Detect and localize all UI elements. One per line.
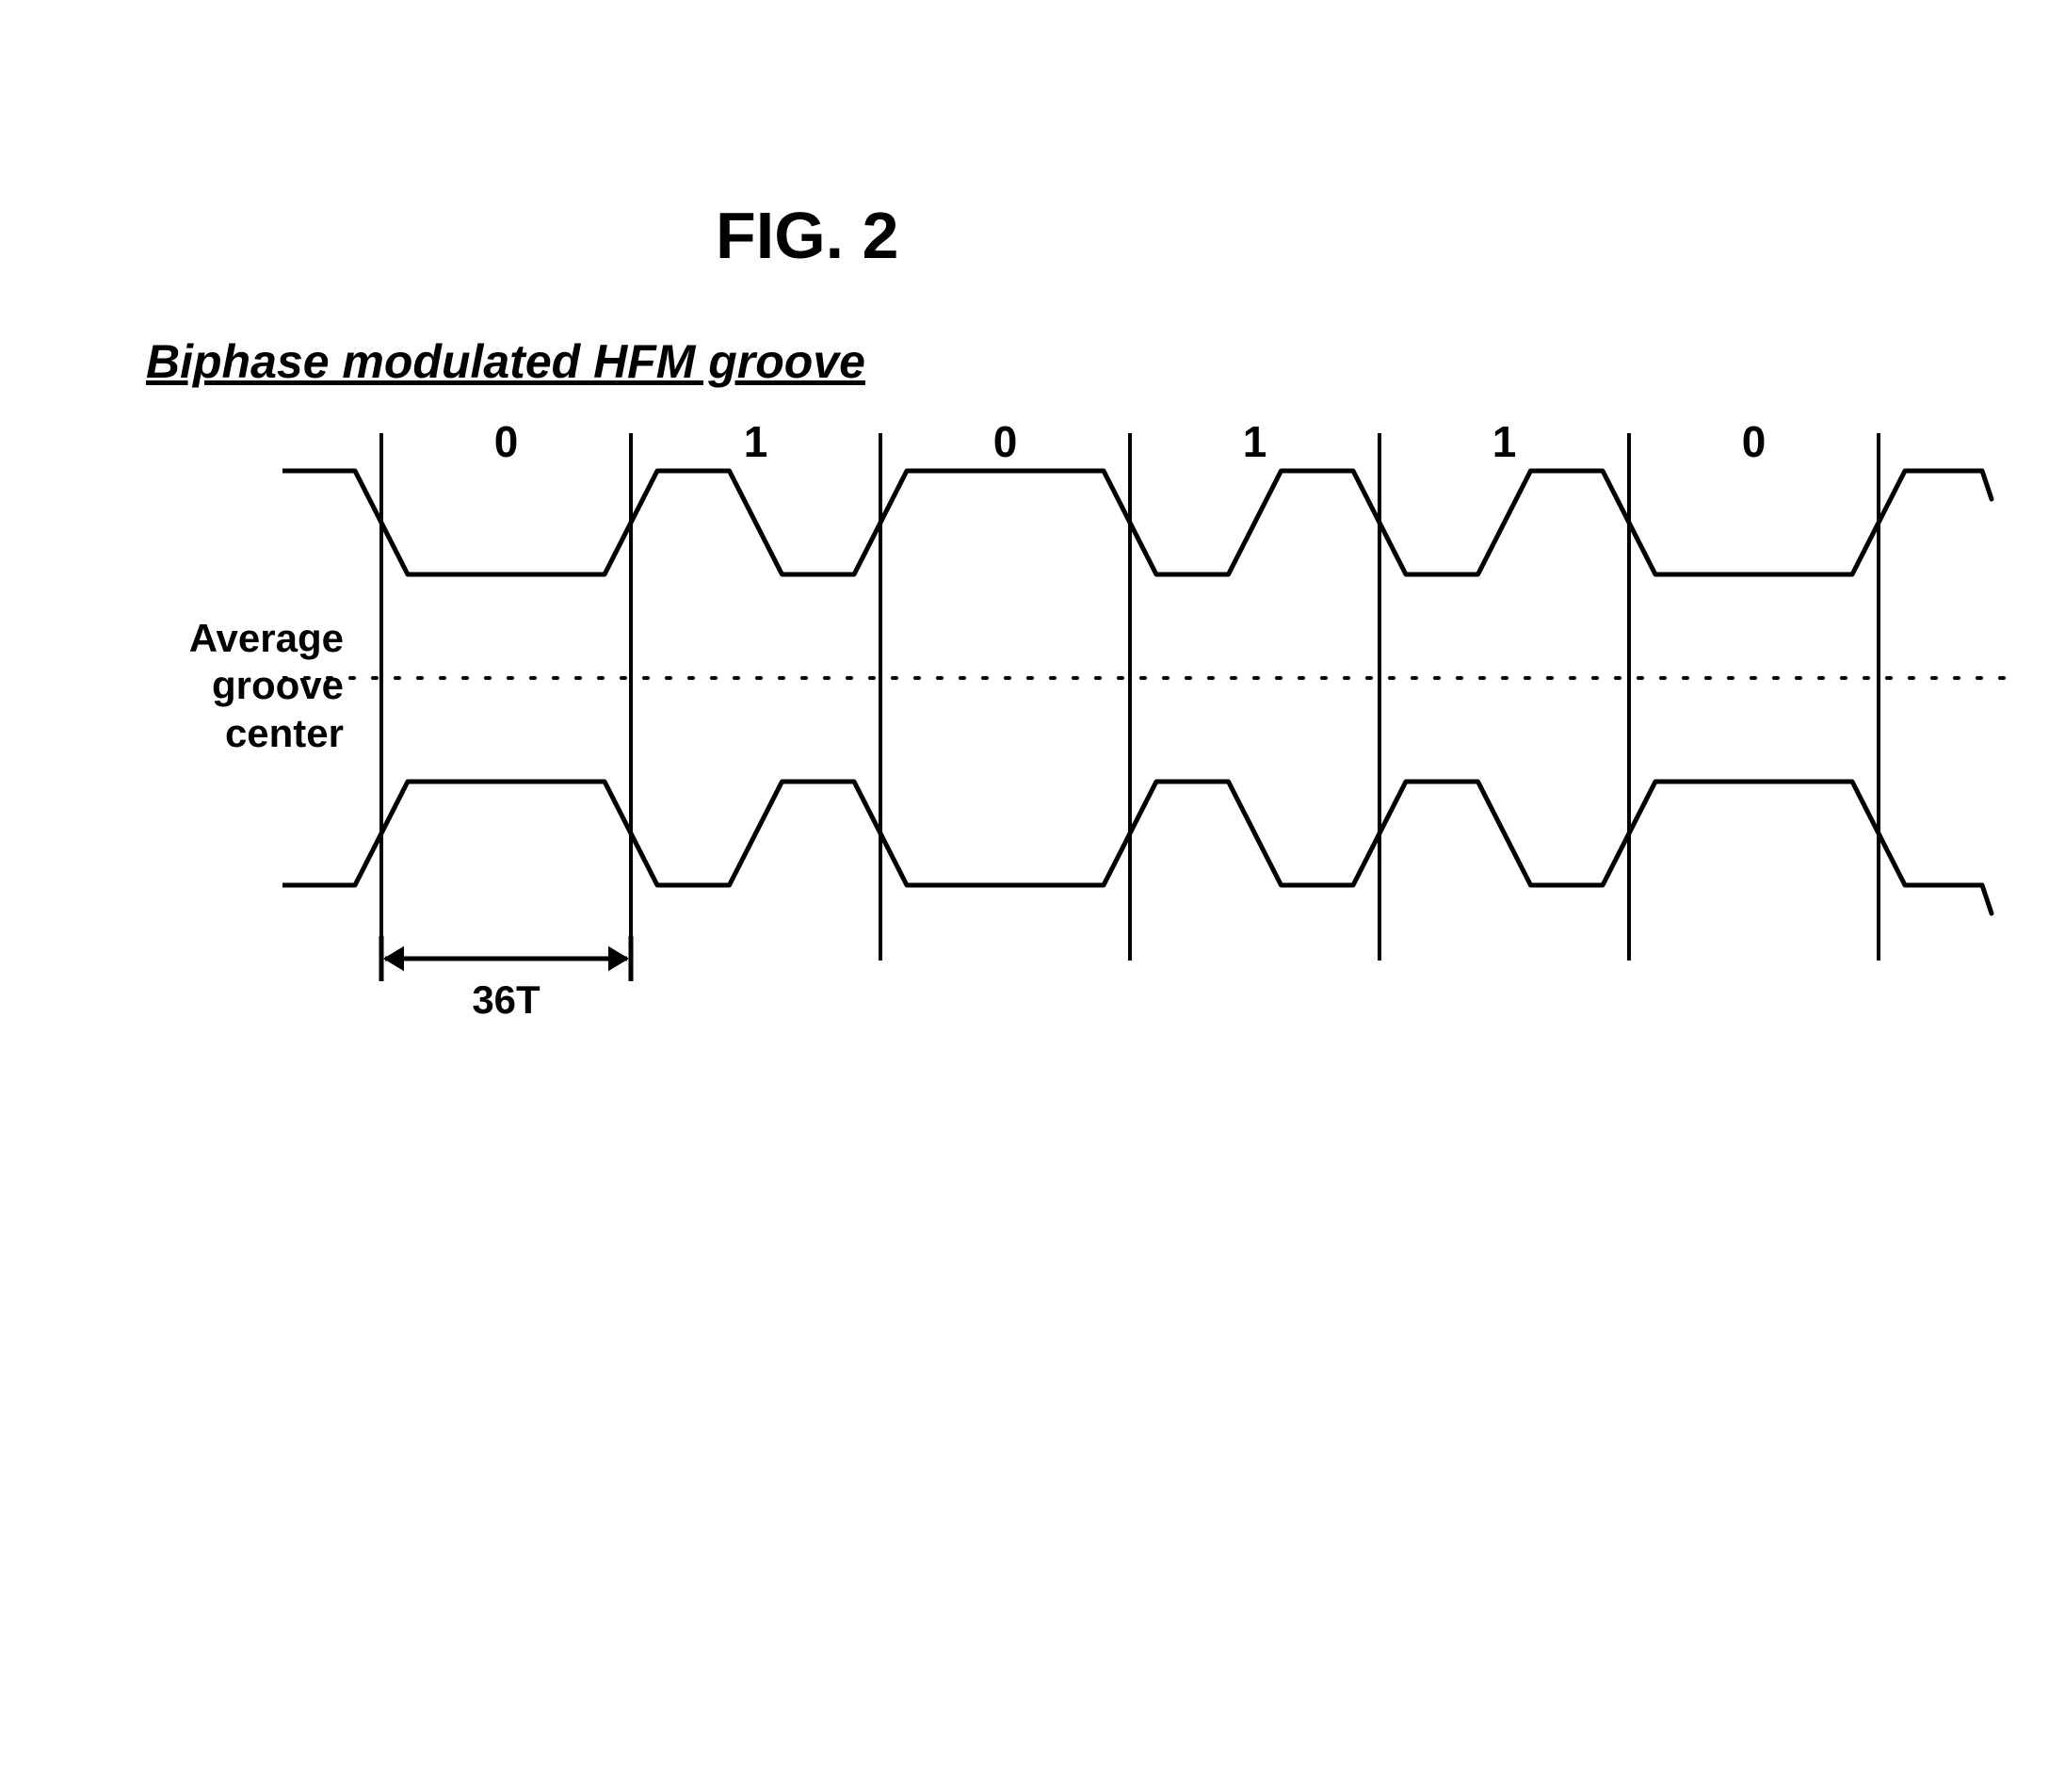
waveform-diagram xyxy=(282,433,2015,1055)
figure-title: FIG. 2 xyxy=(716,198,898,273)
page: FIG. 2 Biphase modulated HFM groove Aver… xyxy=(0,0,2065,1792)
figure-subtitle: Biphase modulated HFM groove xyxy=(146,334,865,389)
